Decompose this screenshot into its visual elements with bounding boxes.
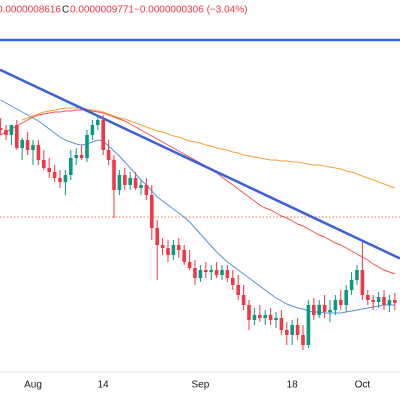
candle-body (133, 178, 138, 188)
candle-body (20, 140, 24, 148)
candle-body (182, 250, 186, 262)
candle-body (339, 300, 343, 305)
candle-body (106, 150, 111, 160)
x-tick-label: Oct (355, 380, 371, 391)
candle-body (333, 300, 338, 310)
candle-body (150, 195, 154, 228)
candle-body (220, 270, 224, 275)
header-close-label: C (62, 5, 69, 16)
candle-body (306, 305, 311, 345)
moving-average-line (0, 109, 395, 275)
candle-body (263, 315, 267, 318)
plot-area (0, 38, 400, 350)
candle-body (117, 175, 122, 190)
candle-body (96, 120, 100, 125)
candle-body (63, 175, 68, 182)
candle-body (166, 248, 170, 255)
candle-body (382, 297, 386, 305)
candle-body (214, 270, 219, 275)
header-change: −0.0000000306 (−3.04%) (134, 5, 247, 16)
candle-body (236, 285, 240, 295)
candle-body (139, 185, 143, 188)
candle-body (209, 270, 213, 272)
candle-body (198, 270, 203, 278)
x-tick-label: 14 (98, 380, 110, 391)
candle-body (387, 300, 392, 305)
candle-body (31, 145, 35, 150)
candle-body (225, 270, 230, 278)
x-tick-label: 18 (287, 380, 299, 391)
candle-body (295, 325, 300, 335)
candle-body (58, 178, 62, 182)
candle-body (36, 145, 41, 160)
candle-body (252, 315, 257, 320)
candle-body (328, 310, 332, 312)
candle-body (69, 158, 73, 175)
candle-body (74, 155, 78, 158)
candle-body (360, 270, 365, 295)
candle-body (258, 315, 262, 318)
candle-body (312, 305, 316, 315)
candle-body (171, 245, 176, 255)
candle-body (112, 160, 116, 190)
candle-body (285, 330, 289, 335)
header-close: 0.0000009771 (70, 5, 134, 16)
candle-body (25, 140, 30, 150)
candle-body (90, 125, 95, 135)
candle-body (268, 315, 273, 320)
candle-body (187, 262, 192, 268)
candle-body (144, 185, 149, 195)
candle-body (376, 297, 381, 302)
candle-body (241, 295, 246, 305)
candle-body (344, 290, 348, 305)
candle-body (9, 125, 14, 135)
candle-body (366, 295, 370, 300)
candle-body (15, 125, 19, 148)
candle-body (128, 178, 132, 185)
moving-average-line (0, 99, 395, 314)
header-low: 0.0000008616 (0, 5, 61, 16)
candle-body (317, 305, 321, 315)
candle-body (47, 168, 51, 172)
candle-body (193, 268, 197, 278)
candle-body (355, 270, 359, 280)
candle-body (177, 245, 181, 250)
candle-body (101, 120, 105, 150)
candle-body (42, 160, 46, 168)
candle-body (204, 270, 208, 272)
candle-body (160, 245, 165, 248)
candle-body (371, 300, 375, 302)
candle-body (52, 172, 57, 178)
candle-body (123, 175, 127, 185)
candle-body (85, 135, 89, 158)
candle-body (4, 130, 8, 135)
candle-body (322, 305, 327, 312)
candle-body (349, 280, 354, 290)
candle-body (301, 335, 305, 345)
candle-body (290, 325, 294, 335)
candle-body (155, 228, 159, 245)
x-tick-label: Aug (24, 380, 42, 391)
x-tick-label: Sep (192, 380, 210, 391)
trend-line (0, 68, 400, 260)
candle-body (231, 278, 235, 285)
header-bar (0, 0, 400, 20)
candle-body (0, 128, 3, 130)
candle-body (274, 318, 278, 320)
candle-body (393, 300, 397, 303)
candle-body (247, 305, 251, 320)
candle-body (79, 155, 84, 158)
candle-body (279, 318, 284, 330)
